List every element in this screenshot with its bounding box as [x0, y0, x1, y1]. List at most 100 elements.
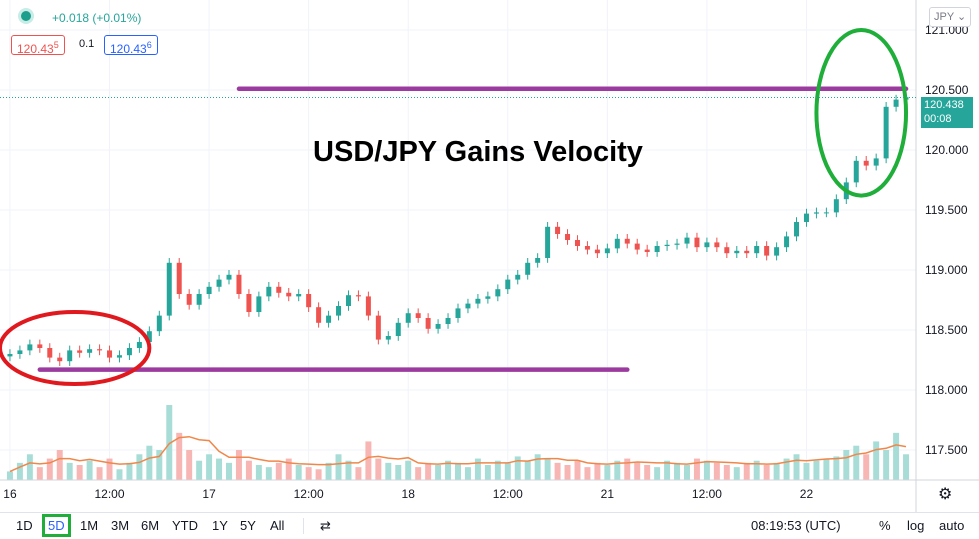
candle-body: [515, 274, 521, 280]
range-5y-button[interactable]: 5Y: [240, 518, 256, 533]
auto-toggle[interactable]: auto: [939, 518, 965, 533]
candle-body: [116, 355, 122, 358]
axes: 121.000120.500120.000119.500119.000118.5…: [0, 0, 979, 512]
candle-body: [87, 349, 93, 353]
candle-body: [266, 286, 272, 297]
candle-body: [714, 242, 720, 248]
volume-bar: [893, 432, 900, 480]
candle-body: [684, 237, 690, 244]
y-tick-label: 120.000: [925, 143, 969, 157]
sell-price-box[interactable]: 120.435: [11, 35, 65, 56]
range-1y-button[interactable]: 1Y: [212, 518, 228, 533]
candle-body: [216, 279, 222, 287]
price-change: +0.018 (+0.01%): [52, 11, 142, 25]
volume-bar: [604, 465, 611, 480]
candle-body: [883, 106, 889, 159]
candle-body: [156, 315, 162, 332]
volume-bar: [684, 465, 690, 480]
candle-body: [326, 315, 332, 323]
candle-body: [485, 296, 491, 299]
breakout-ellipse: [814, 28, 909, 198]
start-range-ellipse: [0, 310, 152, 386]
candle-body: [604, 248, 610, 254]
volume-bar: [883, 450, 890, 480]
candle-body: [395, 322, 401, 336]
candle-body: [316, 307, 322, 323]
volume-bar: [833, 456, 840, 480]
volume-bar: [305, 467, 312, 480]
x-tick-label: 21: [601, 487, 615, 501]
candle-body: [654, 246, 660, 252]
candle-body: [664, 244, 670, 246]
volume-bar: [474, 458, 481, 480]
candle-body: [246, 294, 252, 312]
candle-body: [813, 212, 819, 214]
compare-icon[interactable]: ⇄: [320, 518, 331, 533]
market-status-dot: [21, 11, 31, 21]
candle-body: [863, 160, 869, 166]
y-tick-label: 119.500: [925, 203, 968, 217]
volume-bar: [405, 460, 412, 480]
candle-body: [296, 294, 302, 297]
volume-bar: [76, 465, 83, 480]
candle-body: [893, 99, 899, 107]
candle-body: [415, 313, 421, 318]
volume-bar: [793, 454, 800, 480]
candle-body: [784, 236, 790, 248]
candle-body: [853, 160, 859, 183]
drawings: [0, 28, 909, 386]
candle-body: [475, 298, 481, 304]
candle-body: [97, 349, 103, 351]
volume-bar: [624, 458, 631, 480]
candle-body: [17, 350, 23, 354]
utc-clock[interactable]: 08:19:53 (UTC): [751, 518, 841, 533]
range-6m-button[interactable]: 6M: [141, 518, 160, 533]
volume-bar: [803, 462, 810, 480]
candle-body: [644, 249, 650, 252]
candle-body: [594, 249, 600, 254]
range-5d-button[interactable]: 5D: [42, 514, 71, 537]
candle-body: [286, 292, 292, 297]
candle-body: [435, 324, 441, 329]
range-3m-button[interactable]: 3M: [111, 518, 130, 533]
volume-bar: [524, 460, 531, 480]
volume-bar: [614, 460, 621, 480]
volume-bar: [375, 458, 382, 480]
percent-toggle[interactable]: %: [879, 518, 891, 533]
currency-selector[interactable]: JPY ⌄: [929, 7, 972, 27]
volume-bar: [484, 465, 491, 480]
volume-bar: [186, 450, 193, 480]
volume-bar: [435, 465, 442, 480]
volume-bar: [763, 465, 770, 480]
buy-price-pip: 6: [146, 40, 152, 50]
range-1m-button[interactable]: 1M: [80, 518, 99, 533]
price-chart[interactable]: 121.000120.500120.000119.500119.000118.5…: [0, 0, 979, 512]
candle-body: [107, 350, 113, 358]
candle-body: [754, 246, 760, 254]
x-tick-label: 12:00: [493, 487, 523, 501]
range-all-button[interactable]: All: [270, 518, 285, 533]
last-price-value: 120.438: [924, 99, 964, 111]
candle-body: [465, 303, 471, 309]
volume-bar: [554, 462, 561, 480]
volume-bar: [275, 462, 282, 480]
settings-icon[interactable]: ⚙: [938, 486, 953, 503]
volume-bar: [544, 458, 551, 480]
volume-bar: [445, 460, 452, 480]
chevron-down-icon: ⌄: [957, 11, 967, 23]
volume-bar: [594, 462, 601, 480]
candle-body: [574, 240, 580, 246]
volume-bar: [166, 405, 173, 480]
buy-price-box[interactable]: 120.436: [104, 35, 158, 56]
candle-body: [27, 344, 33, 351]
volume-bar: [365, 441, 372, 480]
candle-body: [505, 279, 511, 290]
candle-body: [186, 294, 192, 305]
volume-bar: [534, 454, 541, 480]
log-toggle[interactable]: log: [907, 518, 925, 533]
candle-body: [57, 357, 63, 362]
range-1d-button[interactable]: 1D: [16, 518, 33, 533]
range-ytd-button[interactable]: YTD: [172, 518, 198, 533]
volume-bar: [26, 454, 33, 480]
volume-bar: [136, 454, 143, 480]
